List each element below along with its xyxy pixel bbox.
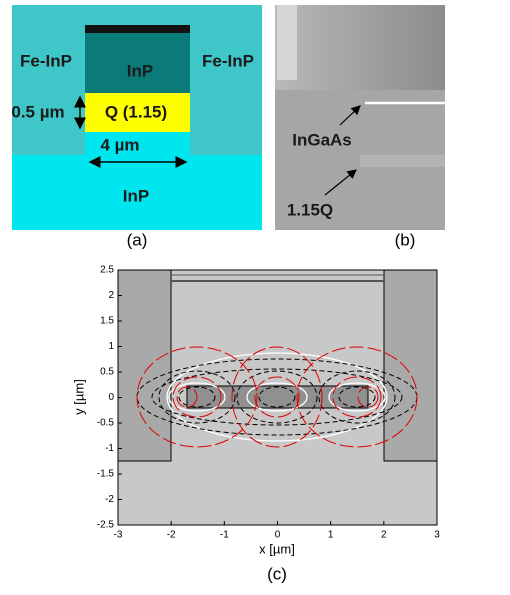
- panel-c: x [µm] y [µm] (c) -3 -2 -1 0 1 2 3 2.5 2 1.5 1 0.5 0…: [71, 265, 440, 584]
- x-tick-label: 1: [328, 530, 334, 541]
- label: 1.15Q: [287, 200, 333, 219]
- y-tick-label: -1.5: [97, 469, 115, 480]
- y-tick-label: -2: [105, 494, 114, 505]
- label: InP: [123, 186, 149, 205]
- y-tick-label: 2.5: [100, 265, 114, 276]
- label: Fe-InP: [20, 51, 72, 70]
- x-tick-label: -1: [220, 530, 229, 541]
- caption: (c): [267, 564, 287, 583]
- caption: (a): [127, 230, 148, 249]
- panel-b: InGaAs 1.15Q (b): [275, 5, 445, 249]
- label: Q (1.15): [105, 102, 167, 121]
- label: 0.5 µm: [11, 102, 64, 121]
- y-tick-label: 2: [108, 290, 114, 301]
- label: Fe-InP: [202, 51, 254, 70]
- x-tick-label: 0: [275, 530, 281, 541]
- x-axis-label: x [µm]: [259, 541, 295, 556]
- y-tick-label: -0.5: [97, 418, 115, 429]
- y-tick-label: -1: [105, 443, 114, 454]
- x-tick-label: -3: [114, 530, 123, 541]
- y-tick-label: 1: [108, 341, 114, 352]
- label: 4 µm: [100, 135, 139, 154]
- caption: (b): [395, 230, 416, 249]
- y-tick-label: 1.5: [100, 316, 114, 327]
- label: InGaAs: [292, 130, 352, 149]
- x-tick-label: 2: [381, 530, 387, 541]
- y-tick-label: 0.5: [100, 367, 114, 378]
- panel-a: Fe-InP Fe-InP InP Q (1.15) 0.5 µm 4 µm I…: [11, 5, 262, 249]
- y-tick-label: 0: [108, 392, 114, 403]
- y-tick-label: -2.5: [97, 520, 115, 531]
- label: InP: [127, 61, 153, 80]
- x-tick-label: -2: [167, 530, 176, 541]
- x-tick-label: 3: [434, 530, 440, 541]
- y-axis-label: y [µm]: [71, 379, 86, 415]
